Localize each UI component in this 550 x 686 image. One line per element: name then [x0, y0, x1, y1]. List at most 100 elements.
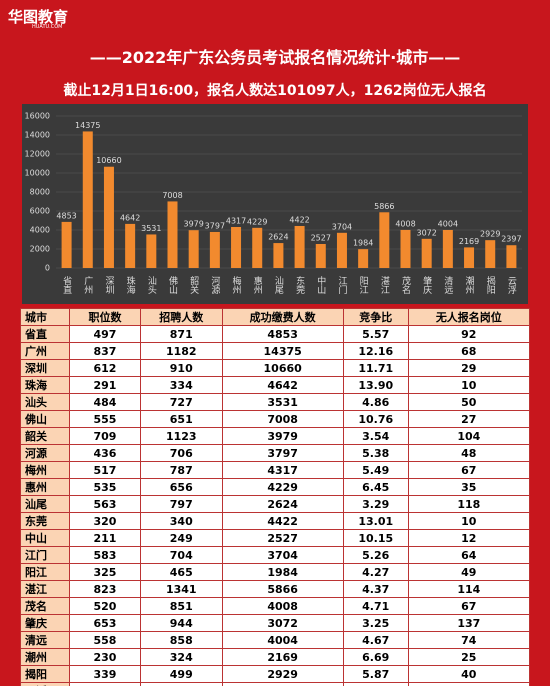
cell: 4422 — [221, 512, 344, 530]
y-tick-label: 12000 — [25, 150, 50, 159]
cell: 40 — [407, 665, 531, 683]
cell: 4642 — [221, 376, 344, 394]
x-tick-label: 广州 — [82, 275, 93, 294]
bar — [294, 225, 305, 268]
cell: 中山 — [20, 529, 70, 547]
row: 珠海 291 334 4642 13.90 10 — [20, 376, 531, 394]
cell: 612 — [68, 359, 142, 377]
bar — [61, 221, 72, 268]
y-tick-label: 16000 — [25, 112, 50, 121]
cell: 潮州 — [20, 648, 70, 666]
cell: 3797 — [221, 444, 344, 462]
header-row: 城市 职位数 招聘人数 成功缴费人数 竞争比 无人报名岗位 — [20, 308, 531, 326]
cell: 5.49 — [342, 461, 409, 479]
cell: 29 — [407, 359, 531, 377]
data-label: 3979 — [184, 220, 204, 229]
x-tick-label: 惠州 — [252, 275, 263, 294]
header-cell: 城市 — [20, 308, 70, 326]
cell: 5866 — [221, 580, 344, 598]
bar — [358, 249, 369, 268]
cell: 787 — [140, 461, 223, 479]
cell: 797 — [140, 495, 223, 513]
cell: 499 — [140, 665, 223, 683]
bar — [82, 131, 93, 268]
cell: 2929 — [221, 665, 344, 683]
cell: 汕头 — [20, 393, 70, 411]
cell: 东莞 — [20, 512, 70, 530]
bar — [231, 226, 242, 268]
cell: 4.86 — [342, 393, 409, 411]
cell: 4229 — [221, 478, 344, 496]
cell: 12.16 — [342, 342, 409, 360]
cell: 广州 — [20, 342, 70, 360]
row: 佛山 555 651 7008 10.76 27 — [20, 410, 531, 428]
x-tick-label: 潮州 — [464, 275, 475, 294]
cell: 2169 — [221, 648, 344, 666]
cell: 5.87 — [342, 665, 409, 683]
cell: 324 — [140, 648, 223, 666]
data-label: 4642 — [120, 213, 140, 222]
subtitle: 截止12月1日16:00，报名人数达101097人，1262岗位无人报名 — [63, 83, 487, 99]
bar — [209, 231, 220, 268]
bar — [188, 230, 199, 268]
x-tick-label: 江门 — [336, 276, 347, 295]
data-label: 2624 — [268, 233, 288, 242]
cell: 3.29 — [342, 495, 409, 513]
cell: 339 — [68, 665, 142, 683]
cell: 651 — [140, 410, 223, 428]
cell: 佛山 — [20, 410, 70, 428]
cell: 851 — [140, 597, 223, 615]
cell: 497 — [68, 325, 142, 343]
cell: 江门 — [20, 546, 70, 564]
bar — [167, 201, 178, 268]
cell: 823 — [68, 580, 142, 598]
cell: 4004 — [221, 631, 344, 649]
cell: 535 — [68, 478, 142, 496]
data-label: 4004 — [438, 219, 458, 228]
cell: 梅州 — [20, 461, 70, 479]
x-tick-label: 阳江 — [358, 276, 369, 295]
cell: 汕尾 — [20, 495, 70, 513]
row: 茂名 520 851 4008 4.71 67 — [20, 597, 531, 615]
cell: 河源 — [20, 444, 70, 462]
cell: 10 — [407, 512, 531, 530]
x-tick-label: 湛江 — [379, 276, 390, 295]
cell: 5.26 — [342, 546, 409, 564]
x-tick-label: 清远 — [442, 275, 453, 295]
cell: 11.71 — [342, 359, 409, 377]
cell: 484 — [68, 393, 142, 411]
cell: 10660 — [221, 359, 344, 377]
row: 韶关 709 1123 3979 3.54 104 — [20, 427, 531, 445]
header-cell: 竞争比 — [342, 308, 409, 326]
cell: 555 — [68, 410, 142, 428]
cell: 291 — [68, 376, 142, 394]
x-tick-label: 梅州 — [231, 275, 242, 294]
cell: 1123 — [140, 427, 223, 445]
data-label: 7008 — [162, 191, 182, 200]
cell: 709 — [68, 427, 142, 445]
cell: 334 — [140, 376, 223, 394]
cell: 520 — [68, 597, 142, 615]
data-label: 4008 — [395, 219, 415, 228]
row: 汕头 484 727 3531 4.86 50 — [20, 393, 531, 411]
cell: 482 — [140, 682, 223, 686]
cell: 3072 — [221, 614, 344, 632]
cell: 706 — [140, 444, 223, 462]
cell: 704 — [140, 546, 223, 564]
cell: 436 — [68, 444, 142, 462]
bar — [273, 243, 284, 268]
data-label: 3704 — [332, 222, 352, 231]
x-tick-label: 揭阳 — [485, 275, 496, 294]
cell: 4008 — [221, 597, 344, 615]
cell: 64 — [407, 546, 531, 564]
x-tick-label: 茂名 — [400, 275, 411, 295]
cell: 2624 — [221, 495, 344, 513]
row: 揭阳 339 499 2929 5.87 40 — [20, 665, 531, 683]
data-label: 2527 — [311, 233, 331, 242]
y-tick-label: 10000 — [25, 169, 50, 178]
row: 潮州 230 324 2169 6.69 25 — [20, 648, 531, 666]
data-label: 4853 — [56, 211, 76, 220]
data-label: 1984 — [353, 239, 373, 248]
cell: 858 — [140, 631, 223, 649]
cell: 13.01 — [342, 512, 409, 530]
